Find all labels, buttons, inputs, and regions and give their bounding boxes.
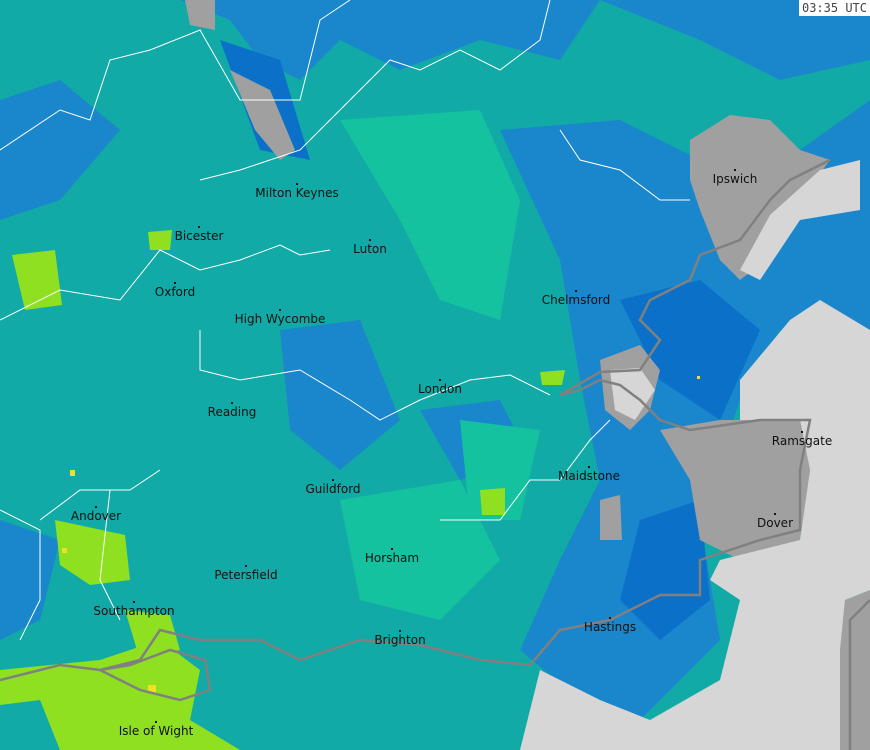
city-label: Reading (207, 405, 257, 419)
timestamp: 03:35 UTC (798, 0, 870, 16)
rain-yellow-green-areas (0, 230, 565, 750)
city-dot (734, 169, 736, 171)
city-dot (95, 506, 97, 508)
city-label: Bicester (174, 229, 224, 243)
city-label: Isle of Wight (118, 724, 194, 738)
city-label: Petersfield (214, 568, 278, 582)
city-dot (399, 630, 401, 632)
rain-blue-areas (0, 0, 870, 720)
city-label: Milton Keynes (255, 186, 339, 200)
city-label: London (418, 382, 462, 396)
no-data-land (185, 0, 870, 750)
rain-light-green-areas (340, 110, 540, 620)
city-dot (245, 565, 247, 567)
city-dot (774, 513, 776, 515)
city-dot (369, 239, 371, 241)
city-dot (588, 466, 590, 468)
city-dot (155, 721, 157, 723)
city-label: Dover (757, 516, 793, 530)
city-dot (174, 282, 176, 284)
city-label: Horsham (364, 551, 420, 565)
city-dot (279, 309, 281, 311)
city-dot (609, 617, 611, 619)
city-dot (296, 183, 298, 185)
city-dot (133, 601, 135, 603)
county-borders (0, 0, 690, 641)
city-label: High Wycombe (234, 312, 326, 326)
city-dot (332, 479, 334, 481)
yellow-spots (62, 376, 700, 693)
city-dot (801, 431, 803, 433)
city-label: Ramsgate (771, 434, 833, 448)
city-label: Chelmsford (541, 293, 611, 307)
city-label: Southampton (93, 604, 175, 618)
city-dot (575, 290, 577, 292)
city-label: Andover (70, 509, 122, 523)
city-dot (198, 226, 200, 228)
city-label: Hastings (583, 620, 637, 634)
city-dot (231, 402, 233, 404)
city-dot (391, 548, 393, 550)
city-label: Guildford (305, 482, 361, 496)
city-label: Ipswich (712, 172, 758, 186)
city-dot (439, 379, 441, 381)
city-label: Luton (353, 242, 387, 256)
city-label: Brighton (374, 633, 426, 647)
city-label: Maidstone (558, 469, 620, 483)
coastline (0, 158, 870, 750)
city-label: Oxford (154, 285, 196, 299)
